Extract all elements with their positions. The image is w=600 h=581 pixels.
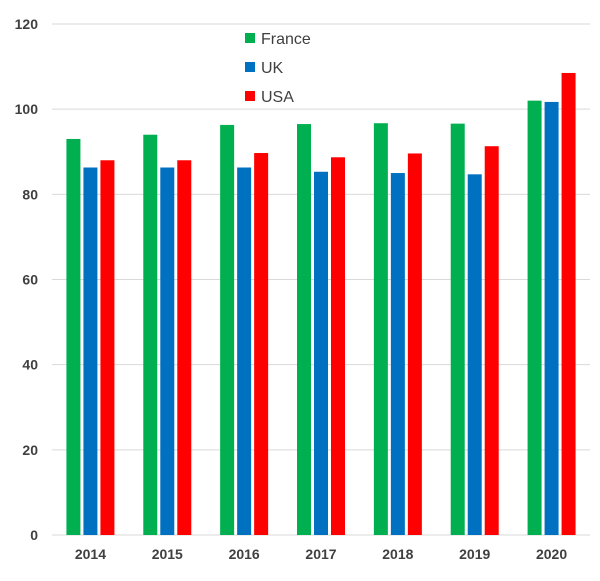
- bar-uk-2019: [467, 174, 482, 536]
- y-tick-label: 0: [30, 527, 38, 543]
- bar-uk-2016: [237, 167, 252, 535]
- x-tick-label: 2017: [305, 546, 336, 562]
- bar-france-2018: [373, 123, 388, 535]
- bar-usa-2019: [484, 146, 499, 535]
- bar-usa-2016: [254, 153, 269, 535]
- x-tick-label: 2016: [229, 546, 260, 562]
- bar-france-2015: [143, 134, 158, 535]
- legend: France UK USA: [245, 31, 311, 106]
- y-tick-label: 120: [15, 16, 39, 32]
- x-axis-ticks: 2014 2015 2016 2017 2018 2019 2020: [75, 546, 568, 562]
- bar-france-2014: [66, 138, 81, 535]
- legend-label-uk: UK: [261, 60, 284, 77]
- bar-usa-2015: [177, 160, 192, 535]
- x-tick-label: 2020: [536, 546, 567, 562]
- legend-swatch-france: [245, 33, 255, 43]
- y-tick-label: 60: [22, 272, 38, 288]
- legend-swatch-uk: [245, 62, 255, 72]
- x-tick-label: 2015: [152, 546, 183, 562]
- y-tick-label: 80: [22, 186, 38, 202]
- bar-france-2019: [450, 123, 465, 536]
- bar-uk-2017: [314, 171, 328, 535]
- legend-label-france: France: [261, 31, 311, 48]
- bars: [66, 72, 576, 536]
- bar-uk-2015: [160, 167, 175, 535]
- bar-france-2020: [527, 100, 542, 536]
- bar-usa-2018: [407, 153, 422, 535]
- bar-uk-2020: [544, 101, 559, 536]
- legend-swatch-usa: [245, 91, 255, 101]
- x-tick-label: 2018: [382, 546, 413, 562]
- x-tick-label: 2019: [459, 546, 490, 562]
- bar-usa-2017: [331, 157, 345, 535]
- bar-usa-2014: [100, 160, 115, 535]
- bar-france-2017: [297, 124, 311, 535]
- x-tick-label: 2014: [75, 546, 106, 562]
- bar-usa-2020: [561, 72, 576, 536]
- y-axis-ticks: 0 20 40 60 80 100 120: [15, 16, 39, 543]
- legend-label-usa: USA: [261, 89, 294, 106]
- bar-uk-2014: [83, 167, 98, 535]
- bar-france-2016: [220, 124, 235, 536]
- y-tick-label: 20: [22, 442, 38, 458]
- bar-uk-2018: [390, 173, 405, 535]
- y-tick-label: 40: [22, 357, 38, 373]
- y-tick-label: 100: [15, 101, 39, 117]
